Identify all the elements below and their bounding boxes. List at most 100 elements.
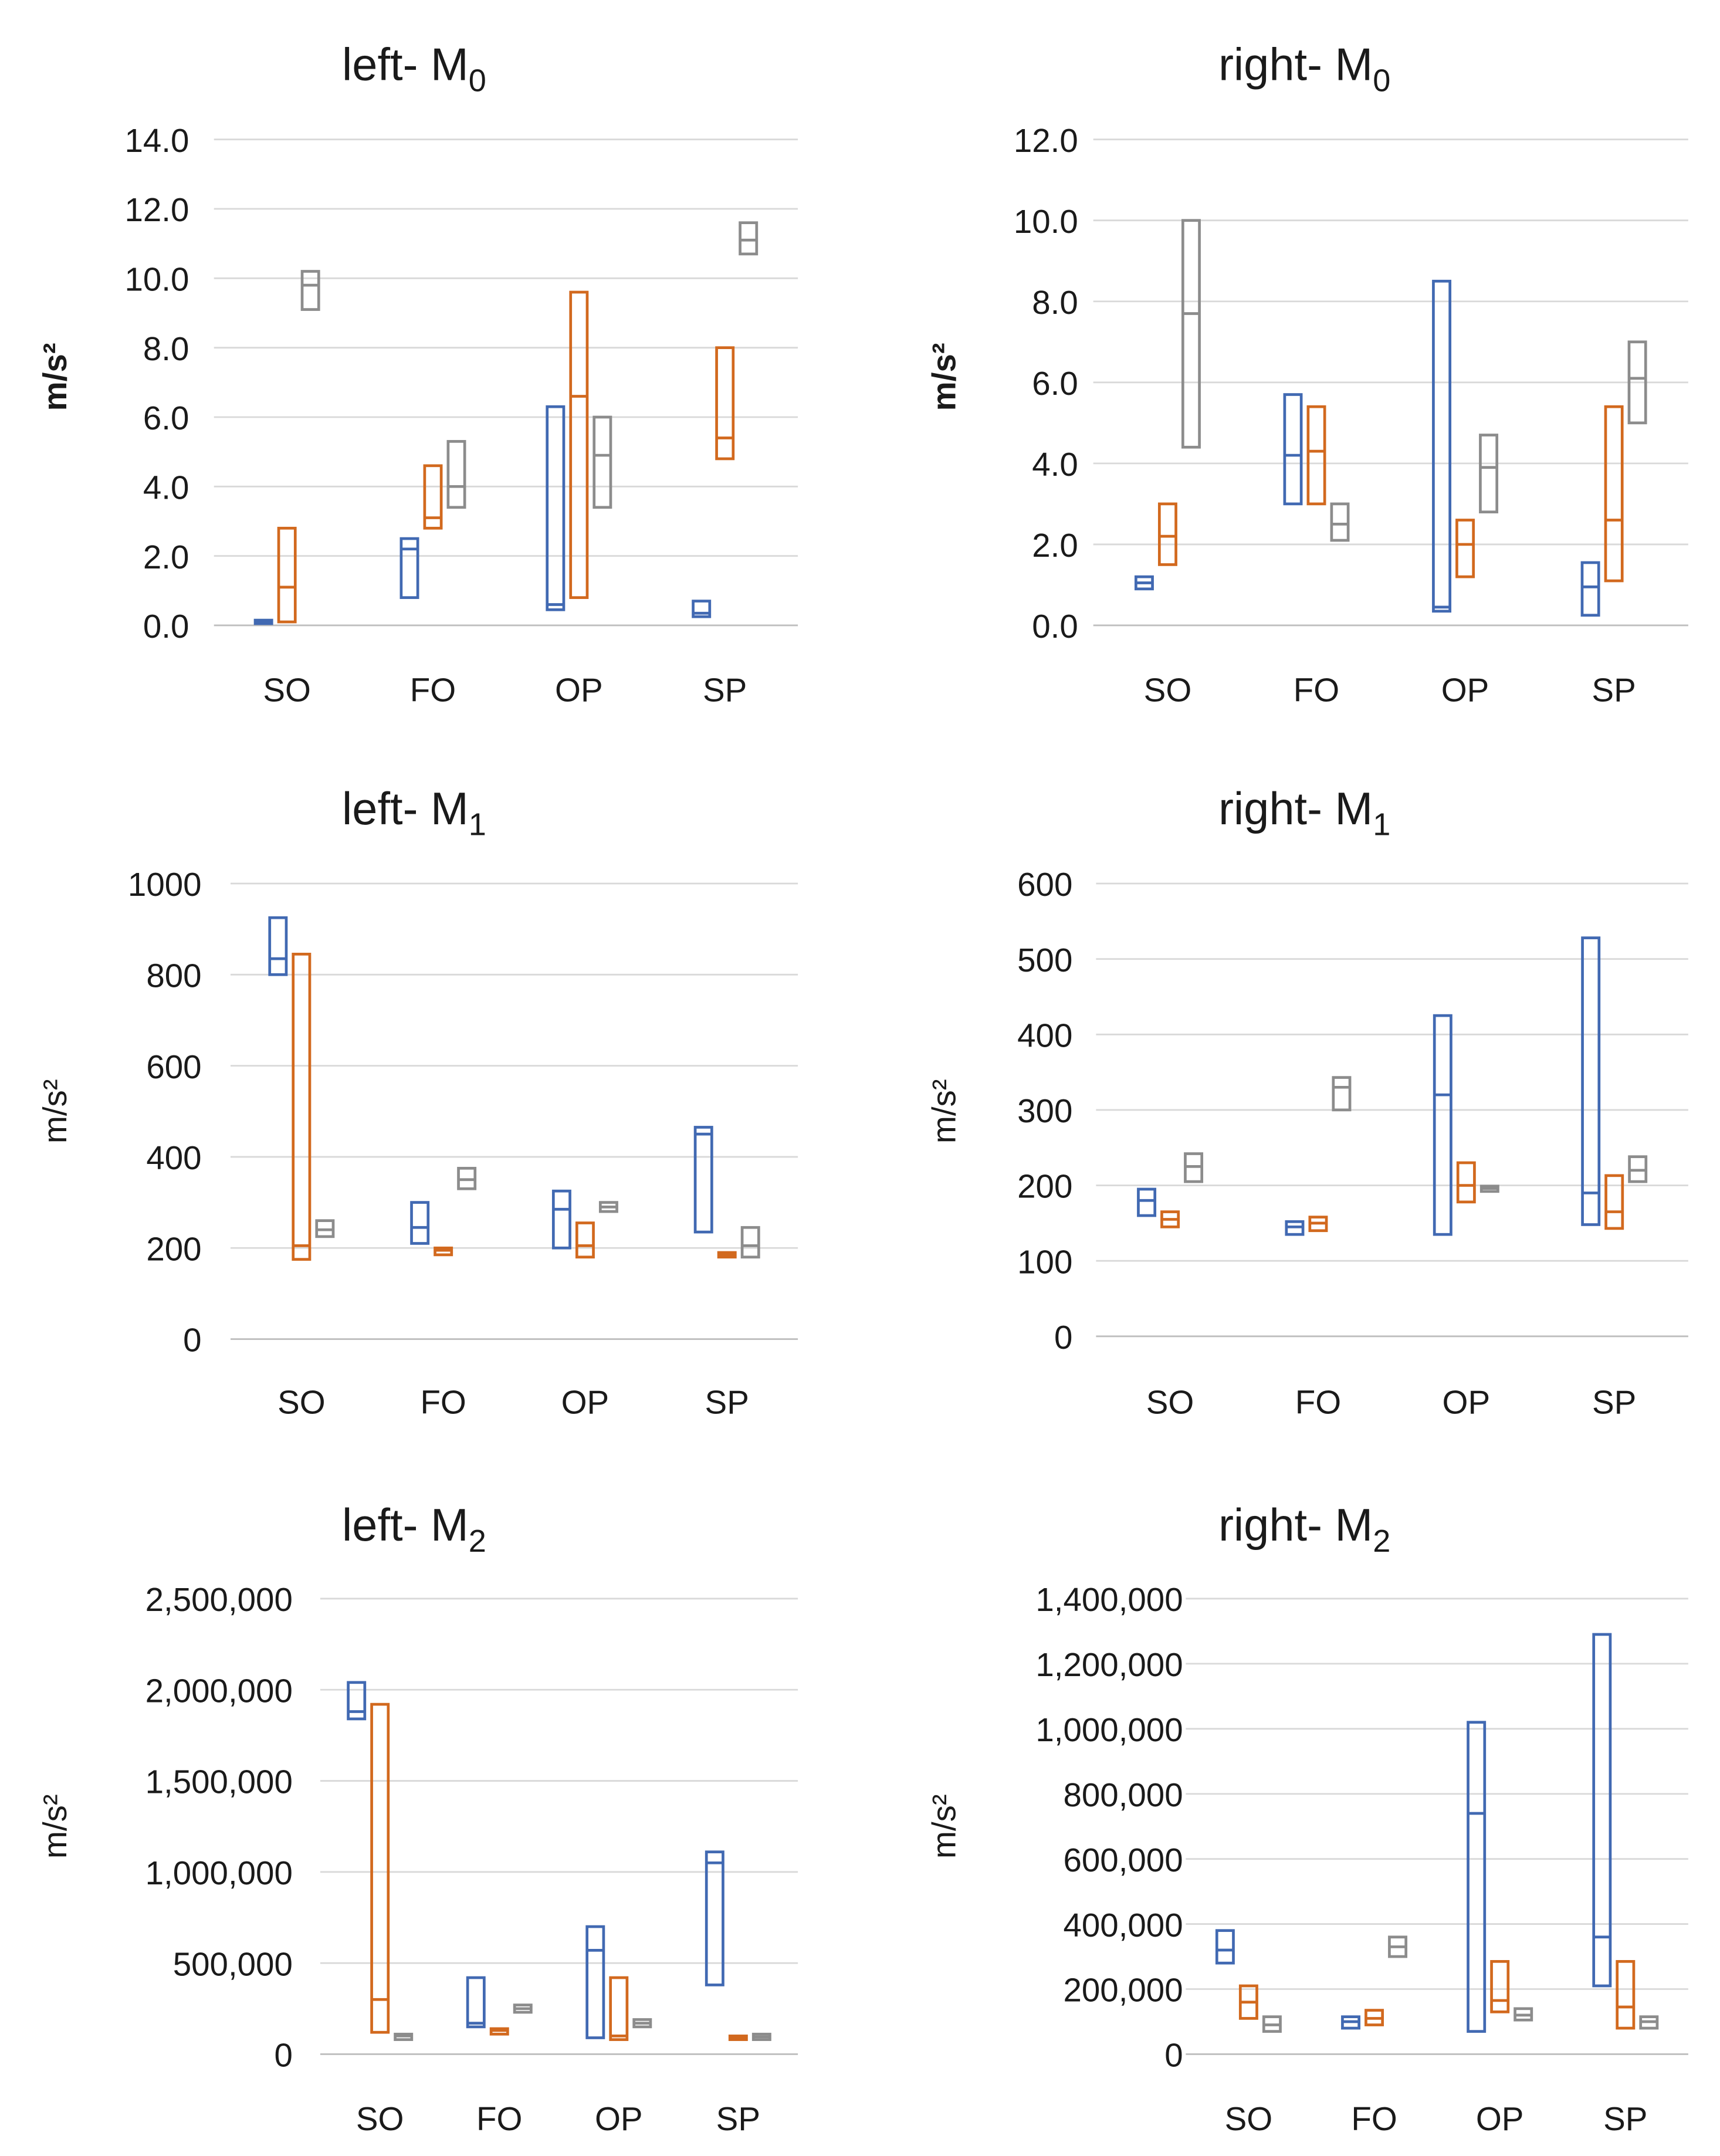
- box-series-2-op: [1455, 519, 1475, 578]
- y-axis-label: m/s²: [925, 343, 962, 411]
- box-series-1-op: [551, 1189, 571, 1250]
- chart-title-subscript: 1: [469, 807, 486, 842]
- chart-title-main: right- M: [1218, 1500, 1373, 1551]
- y-tick-label: 200: [1017, 1168, 1072, 1205]
- box-series-1-so: [268, 916, 288, 976]
- box-series-1-fo: [466, 1976, 486, 2029]
- y-axis-label: m/s²: [36, 1794, 73, 1859]
- box-series-3-sp: [740, 1226, 760, 1259]
- x-tick-label: SO: [263, 671, 311, 708]
- x-tick-label: SP: [705, 1384, 749, 1421]
- box-series-1-sp: [1592, 1633, 1612, 1988]
- x-tick-label: OP: [561, 1384, 610, 1421]
- box-series-1-fo: [1283, 393, 1303, 506]
- y-tick-label: 2.0: [1032, 527, 1078, 564]
- chart-title-main: left- M: [342, 39, 469, 90]
- chart-title: right- M2: [1218, 1500, 1390, 1559]
- x-tick-label: SO: [1144, 671, 1192, 708]
- y-tick-label: 1000: [128, 866, 202, 903]
- box-series-3-op: [1479, 434, 1499, 514]
- x-tick-label: SO: [356, 2100, 404, 2137]
- box-series-2-so: [292, 953, 312, 1261]
- box-series-2-op: [569, 290, 589, 599]
- box-series-3-op: [592, 415, 612, 509]
- y-tick-label: 600: [1017, 866, 1072, 903]
- chart-title: left- M2: [342, 1500, 486, 1559]
- box-series-2-fo: [423, 464, 443, 530]
- x-tick-label: FO: [410, 671, 456, 708]
- box-series-1-so: [347, 1681, 367, 1721]
- x-tick-label: FO: [420, 1384, 466, 1421]
- chart-title-main: left- M: [342, 784, 469, 834]
- box-series-2-op: [609, 1976, 629, 2041]
- y-axis-label: m/s²: [36, 343, 73, 411]
- box-series-2-fo: [1306, 405, 1326, 506]
- y-tick-label: 1,000,000: [145, 1854, 293, 1891]
- x-tick-label: OP: [595, 2100, 643, 2137]
- y-tick-label: 10.0: [124, 261, 189, 298]
- chart-panel-3: left- M1 0 200 400 600 800 1000 m/s² SO FO OP SP: [36, 784, 798, 1421]
- y-axis-label: m/s²: [925, 1079, 962, 1143]
- box-series-3-so: [1181, 219, 1201, 449]
- chart-panel-6: right- M2 0 200,000 400,000 600,000 800,000 1,…: [925, 1500, 1688, 2137]
- y-tick-label: 0.0: [1032, 608, 1078, 645]
- y-tick-label: 12.0: [1014, 122, 1078, 159]
- y-tick-label: 1,000,000: [1035, 1711, 1183, 1748]
- box-series-1-fo: [399, 537, 419, 599]
- box-series-1-sp: [1581, 936, 1601, 1226]
- box-series-2-so: [1157, 502, 1177, 566]
- y-tick-label: 600,000: [1064, 1842, 1183, 1879]
- y-tick-label: 200,000: [1064, 1972, 1183, 2009]
- x-tick-label: FO: [1295, 1384, 1341, 1421]
- y-tick-label: 0: [183, 1322, 201, 1359]
- y-axis-label: m/s²: [36, 1079, 73, 1143]
- box-series-1-so: [1137, 1187, 1157, 1217]
- x-tick-label: FO: [476, 2100, 522, 2137]
- y-tick-label: 500: [1017, 942, 1072, 979]
- x-tick-label: SP: [1592, 1384, 1636, 1421]
- box-series-3-fo: [446, 440, 466, 509]
- box-series-1-op: [585, 1925, 605, 2039]
- y-tick-label: 0.0: [143, 608, 189, 645]
- box-series-3-fo: [1332, 1076, 1352, 1112]
- box-series-3-sp: [1627, 340, 1647, 425]
- y-tick-label: 2,500,000: [145, 1581, 293, 1618]
- chart-title-subscript: 1: [1373, 807, 1390, 842]
- chart-title: right- M1: [1218, 784, 1390, 842]
- chart-title: right- M0: [1218, 39, 1390, 98]
- box-series-3-sp: [739, 221, 759, 256]
- chart-title: left- M0: [342, 39, 486, 98]
- box-series-1-sp: [693, 1126, 713, 1234]
- x-tick-label: FO: [1294, 671, 1339, 708]
- y-tick-label: 800: [146, 957, 201, 994]
- y-tick-label: 8.0: [143, 330, 189, 367]
- x-tick-label: SP: [1592, 671, 1636, 708]
- x-tick-label: SP: [716, 2100, 760, 2137]
- chart-title-subscript: 0: [469, 63, 486, 98]
- y-tick-label: 300: [1017, 1092, 1072, 1129]
- y-tick-label: 400,000: [1064, 1907, 1183, 1944]
- x-tick-label: SP: [1603, 2100, 1647, 2137]
- x-tick-label: SO: [1146, 1384, 1194, 1421]
- chart-panel-1: left- M0 0.0 2.0 4.0 6.0 8.0 10.0 12.0 14.0 m/s² S…: [36, 39, 798, 708]
- y-tick-label: 400: [1017, 1017, 1072, 1054]
- y-tick-label: 6.0: [1032, 365, 1078, 402]
- y-tick-label: 2.0: [143, 539, 189, 576]
- box-series-1-op: [1467, 1721, 1487, 2033]
- box-series-2-sp: [1616, 1960, 1636, 2030]
- box-series-3-fo: [1330, 502, 1350, 542]
- x-tick-label: OP: [1443, 1384, 1491, 1421]
- y-tick-label: 2,000,000: [145, 1672, 293, 1709]
- box-series-2-op: [1456, 1161, 1476, 1204]
- y-tick-label: 500,000: [173, 1945, 293, 1982]
- x-tick-label: FO: [1351, 2100, 1397, 2137]
- box-series-1-so: [1215, 1929, 1235, 1965]
- box-series-1-sp: [705, 1850, 724, 1986]
- box-series-2-so: [277, 526, 297, 624]
- y-tick-label: 600: [146, 1048, 201, 1085]
- y-axis-label: m/s²: [925, 1794, 962, 1859]
- y-tick-label: 1,200,000: [1035, 1646, 1183, 1683]
- chart-title: left- M1: [342, 784, 486, 842]
- y-tick-label: 100: [1017, 1243, 1072, 1280]
